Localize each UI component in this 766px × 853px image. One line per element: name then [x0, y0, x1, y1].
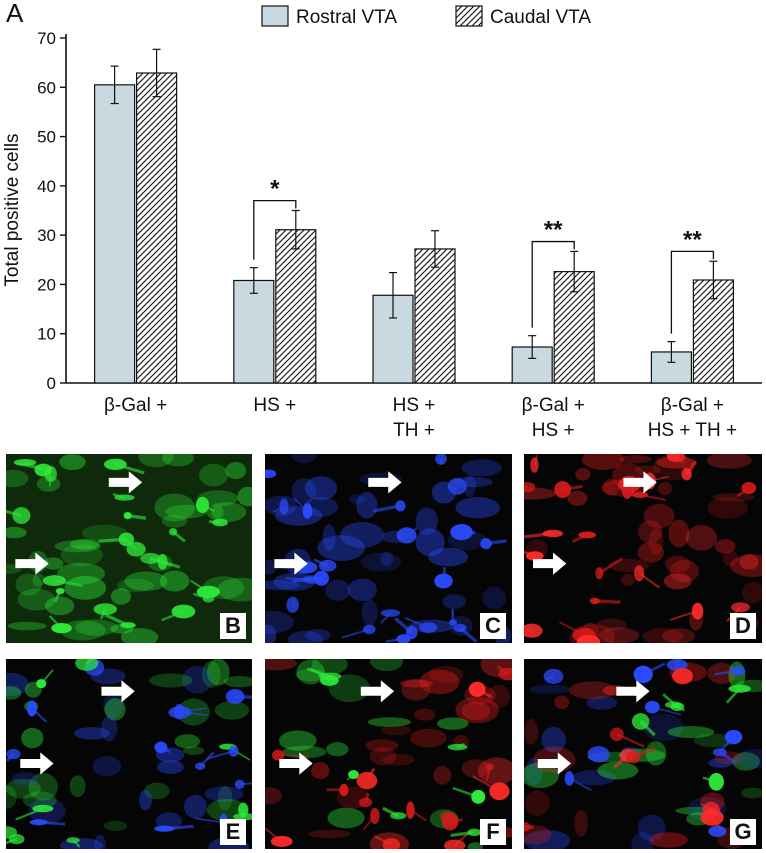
micrograph-label: G — [730, 819, 756, 845]
bar-rostral — [233, 279, 275, 384]
legend-label: Rostral VTA — [296, 7, 397, 28]
micrograph-d: D — [524, 454, 762, 643]
y-tick-label: 20 — [37, 275, 56, 294]
error-bar — [431, 230, 439, 268]
bar-series: *** ** — [93, 48, 735, 384]
micrograph-image — [6, 454, 252, 643]
x-tick-label: β-Gal + — [104, 395, 167, 416]
micrograph-e: E — [6, 659, 252, 849]
error-bar — [667, 341, 676, 363]
legend-swatch — [261, 5, 289, 27]
y-tick-label: 70 — [37, 29, 56, 48]
micrograph-g: G — [524, 659, 762, 849]
arrow-icon — [15, 552, 49, 575]
panel-letter-a: A — [6, 0, 24, 28]
micrograph-image — [524, 454, 762, 643]
significance-bracket: * — [253, 176, 297, 260]
arrow-icon — [616, 680, 650, 703]
y-tick-label: 50 — [37, 128, 56, 147]
bar-rostral — [93, 84, 136, 384]
y-tick-label: 30 — [37, 226, 56, 245]
micrograph-b: B — [6, 454, 252, 643]
micrograph-label: B — [220, 613, 246, 639]
x-tick-label: HS + TH + — [648, 420, 737, 441]
micrograph-image — [265, 454, 512, 643]
micrograph-image — [265, 659, 512, 849]
x-tick-label: β-Gal + — [522, 395, 585, 416]
arrow-icon — [533, 552, 567, 575]
bar-caudal — [275, 229, 317, 384]
arrow-icon — [108, 471, 143, 494]
arrow-icon — [360, 680, 395, 703]
legend-label: Caudal VTA — [490, 7, 591, 28]
arrow-icon — [623, 471, 657, 494]
arrow-icon — [20, 752, 54, 775]
error-bar — [249, 267, 258, 294]
y-tick-label: 40 — [37, 177, 56, 196]
significance-bracket: ** — [531, 217, 575, 328]
significance-label: ** — [683, 226, 702, 253]
arrow-icon — [537, 752, 572, 775]
bar-caudal — [136, 72, 178, 384]
micrograph-label: D — [730, 613, 756, 639]
x-tick-label: TH + — [393, 420, 435, 441]
significance-label: ** — [544, 217, 563, 244]
y-tick-label: 10 — [37, 325, 56, 344]
y-axis-label: Total positive cells — [2, 133, 23, 286]
micrograph-label: E — [220, 819, 246, 845]
significance-bracket: ** — [670, 226, 715, 334]
micrograph-image — [524, 659, 762, 849]
legend-swatch — [455, 5, 483, 27]
x-axis-labels: β-Gal + HS + HS + TH + β-Gal + HS + β-Gal + HS … — [104, 395, 737, 441]
x-tick-label: β-Gal + — [661, 395, 724, 416]
x-tick-label: HS + — [393, 395, 436, 416]
x-tick-label: HS + — [253, 395, 296, 416]
micrograph-image — [6, 659, 252, 849]
arrow-icon — [101, 680, 135, 703]
error-bar — [110, 65, 119, 105]
micrograph-label: F — [480, 819, 506, 845]
y-axis: 0 10 20 30 40 50 60 70 — [37, 29, 762, 393]
y-tick-label: 0 — [47, 374, 56, 393]
bar-chart: A Rostral VTA Caudal VTA 010203040506070 … — [2, 0, 762, 441]
bar-caudal — [414, 248, 456, 384]
chart-legend: Rostral VTA Caudal VTA — [261, 5, 591, 28]
y-tick-label: 60 — [37, 78, 56, 97]
micrograph-c: C — [265, 454, 512, 643]
error-bar — [528, 335, 537, 359]
significance-label: * — [270, 176, 280, 203]
error-bar — [152, 48, 161, 98]
error-bar — [570, 250, 579, 293]
error-bar — [389, 272, 397, 319]
arrow-icon — [368, 471, 402, 494]
arrow-icon — [279, 752, 313, 775]
x-tick-label: HS + — [532, 420, 575, 441]
error-bar — [291, 209, 300, 250]
arrow-icon — [274, 552, 308, 575]
error-bar — [709, 260, 718, 300]
micrograph-f: F — [265, 659, 512, 849]
micrograph-label: C — [480, 613, 506, 639]
